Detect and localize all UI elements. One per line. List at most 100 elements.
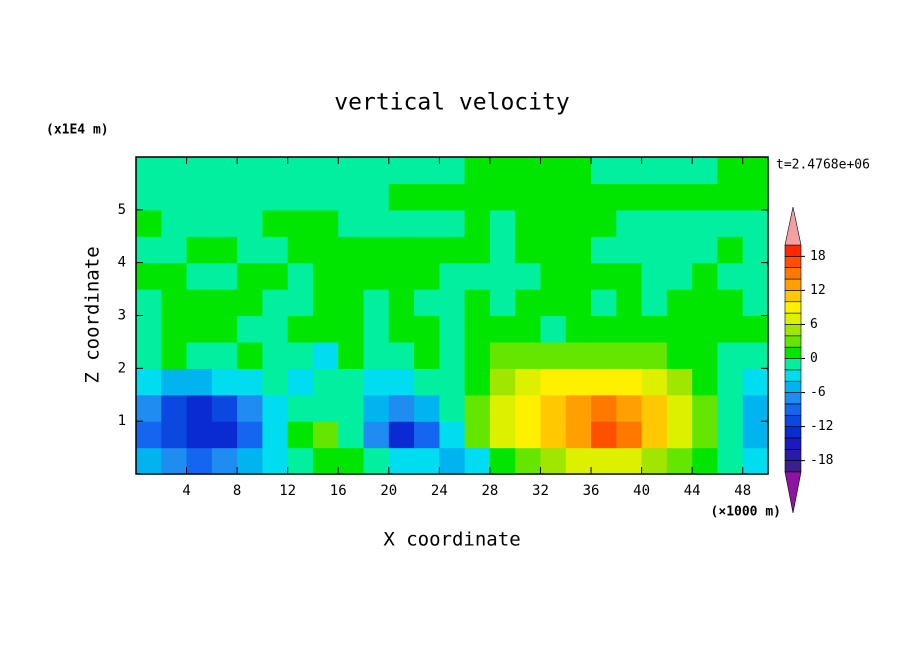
contour-cell: [161, 421, 188, 449]
contour-cell: [262, 421, 289, 449]
contour-cell: [666, 394, 693, 422]
contour-cell: [641, 421, 668, 449]
contour-cell: [287, 289, 314, 317]
contour-cell: [338, 447, 365, 475]
contour-cell: [591, 315, 617, 343]
contour-cell: [565, 209, 592, 237]
contour-cell: [464, 315, 491, 343]
contour-cell: [312, 236, 339, 264]
contour-cell: [136, 157, 162, 185]
contour-cell: [211, 262, 238, 290]
contour-cell: [666, 447, 693, 475]
colorbar-box: [784, 437, 802, 450]
contour-cell: [439, 394, 466, 422]
contour-cell: [489, 157, 516, 185]
contour-cell: [186, 368, 213, 396]
contour-cell: [312, 262, 339, 290]
x-tick-label: 48: [734, 483, 751, 499]
contour-cell: [692, 421, 719, 449]
contour-cell: [464, 368, 491, 396]
colorbar-over: [784, 206, 802, 246]
contour-cell: [237, 341, 263, 369]
chart-title: vertical velocity: [334, 90, 569, 116]
contour-cell: [717, 394, 744, 422]
contour-cell: [161, 289, 188, 317]
contour-cell: [489, 447, 516, 475]
contour-cell: [692, 262, 719, 290]
contour-cell: [186, 394, 213, 422]
y-tick-label: 3: [118, 308, 126, 324]
x-tick-label: 20: [380, 483, 397, 499]
contour-cell: [616, 236, 643, 264]
colorbar-tick-label: -18: [810, 453, 833, 468]
colorbar-tick-label: -12: [810, 419, 833, 434]
contour-cell: [717, 341, 744, 369]
contour-cell: [186, 421, 213, 449]
contour-cell: [439, 341, 466, 369]
contour-cell: [262, 183, 289, 211]
contour-cell: [388, 236, 415, 264]
contour-cell: [464, 394, 491, 422]
colorbar-tick-label: 18: [810, 249, 826, 264]
contour-cell: [616, 341, 643, 369]
contour-cell: [515, 157, 542, 185]
contour-cell: [641, 157, 668, 185]
contour-cell: [186, 289, 213, 317]
contour-cell: [161, 209, 188, 237]
contour-cell: [742, 315, 769, 343]
contour-cell: [388, 157, 415, 185]
contour-cell: [565, 236, 592, 264]
contour-cell: [161, 447, 188, 475]
contour-cell: [540, 183, 567, 211]
contour-cell: [616, 394, 643, 422]
contour-cell: [363, 262, 390, 290]
contour-cell: [161, 315, 188, 343]
contour-cell: [186, 341, 213, 369]
contour-cell: [338, 209, 365, 237]
y-tick-label: 4: [118, 255, 126, 271]
contour-cell: [717, 421, 744, 449]
contour-cell: [439, 209, 466, 237]
contour-cell: [237, 236, 263, 264]
contour-cell: [287, 157, 314, 185]
contour-cell: [237, 447, 263, 475]
contour-cell: [414, 394, 440, 422]
contour-cell: [338, 341, 365, 369]
contour-cell: [540, 341, 567, 369]
contour-cell: [540, 447, 567, 475]
colorbar-box: [784, 414, 802, 427]
contour-cell: [211, 315, 238, 343]
contour-cell: [237, 394, 263, 422]
contour-cell: [540, 421, 567, 449]
contour-cell: [540, 289, 567, 317]
contour-cell: [136, 394, 162, 422]
colorbar-box: [784, 278, 802, 291]
contour-cell: [414, 368, 440, 396]
contour-cell: [388, 447, 415, 475]
contour-cell: [666, 209, 693, 237]
contour-cell: [262, 394, 289, 422]
contour-cell: [136, 341, 162, 369]
contour-cell: [717, 289, 744, 317]
contour-cell: [414, 183, 440, 211]
contour-cell: [414, 341, 440, 369]
contour-cell: [363, 157, 390, 185]
contour-cell: [211, 421, 238, 449]
colorbar-box: [784, 335, 802, 348]
contour-cell: [515, 447, 542, 475]
x-tick-label: 28: [481, 483, 498, 499]
contour-cell: [312, 315, 339, 343]
contour-cell: [540, 315, 567, 343]
contour-cell: [161, 157, 188, 185]
contour-cell: [540, 236, 567, 264]
contour-cell: [312, 368, 339, 396]
contour-cell: [489, 289, 516, 317]
contour-cell: [489, 421, 516, 449]
contour-cell: [692, 368, 719, 396]
contour-cell: [641, 262, 668, 290]
contour-cell: [717, 368, 744, 396]
contour-cell: [161, 262, 188, 290]
contour-cell: [464, 289, 491, 317]
contour-cell: [641, 289, 668, 317]
x-tick-label: 44: [684, 483, 701, 499]
